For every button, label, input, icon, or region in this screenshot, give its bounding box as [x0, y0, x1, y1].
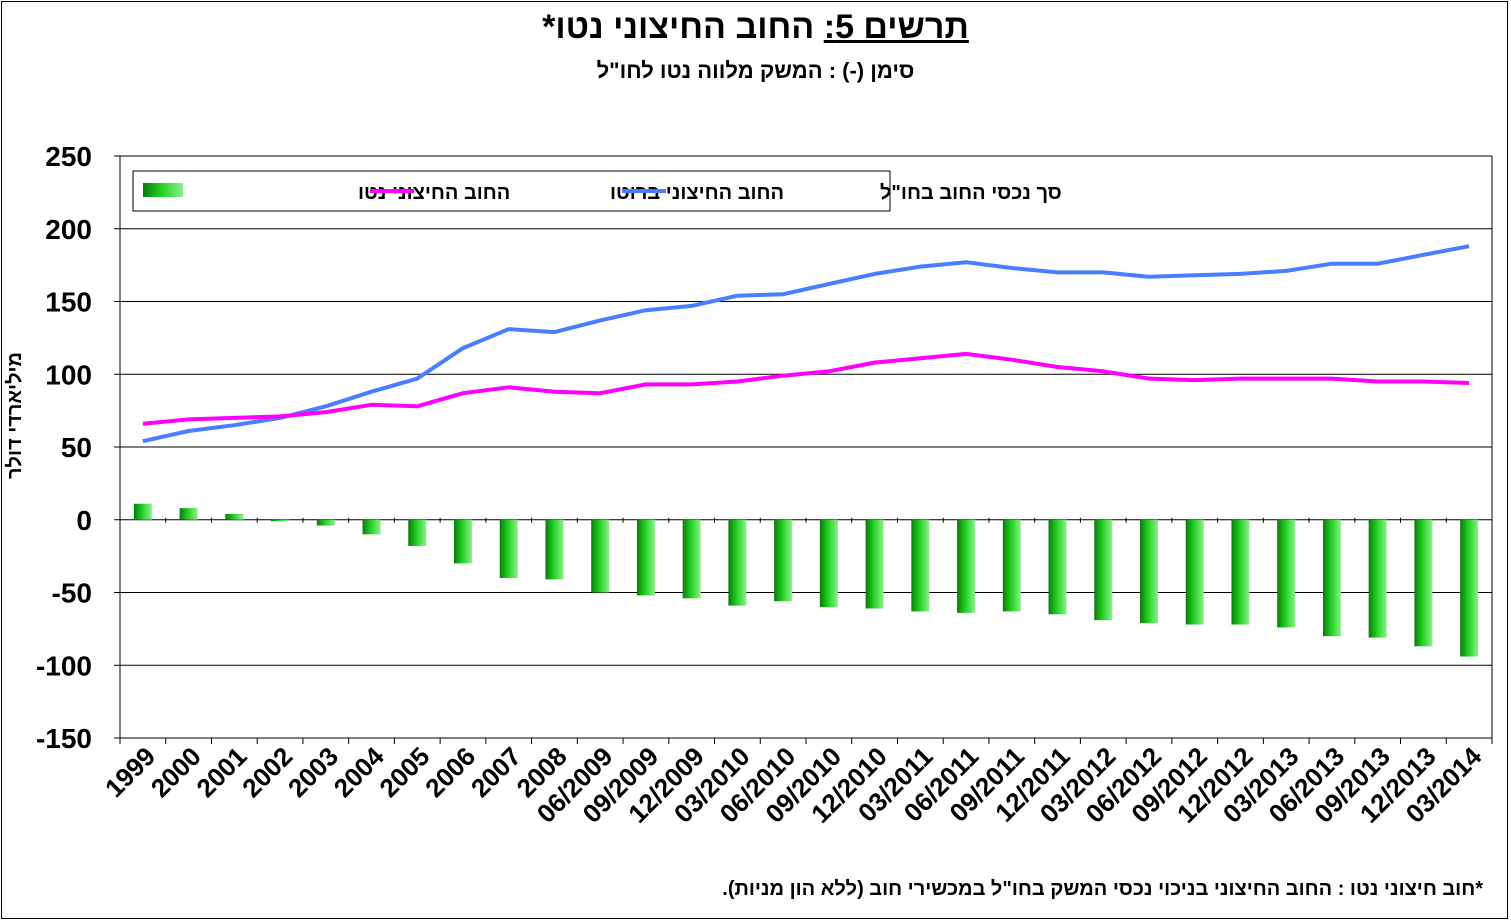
chart-title: תרשים 5: החוב החיצוני נטו*	[0, 8, 1511, 47]
bar-net-debt	[865, 519, 884, 609]
bar-net-debt	[1002, 519, 1021, 612]
x-tick-labels: 1999200020012002200320042005200620072008…	[99, 741, 1488, 829]
legend-label: החוב החיצוני ברוטו	[610, 182, 784, 204]
bar-net-debt	[499, 519, 518, 578]
bar-net-debt	[133, 503, 152, 520]
x-tick-label: 2001	[190, 741, 252, 803]
y-tick-label: -50	[52, 578, 92, 609]
x-tick-label: 2006	[419, 741, 481, 803]
series-lines	[142, 244, 1470, 444]
bar-net-debt	[362, 519, 381, 535]
bar-net-debt	[957, 519, 976, 613]
series-line-gross-debt	[142, 351, 1470, 426]
x-tick-label: 2003	[282, 741, 344, 803]
legend-label: החוב החיצוני נטו	[358, 182, 510, 204]
y-tick-label: 200	[45, 214, 92, 245]
y-tick-label: 100	[45, 359, 92, 390]
net-debt-bars	[133, 503, 1479, 657]
bar-net-debt	[636, 519, 655, 596]
bar-net-debt	[545, 519, 564, 580]
bar-net-debt	[774, 519, 793, 602]
y-tick-label: 250	[45, 141, 92, 172]
y-tick-label: 50	[61, 432, 92, 463]
legend-label: סך נכסי החוב בחו"ל	[880, 182, 1062, 204]
y-tick-label: -150	[36, 723, 92, 754]
bar-net-debt	[1460, 519, 1479, 657]
grid-lines	[119, 155, 1493, 744]
y-tick-label: 0	[76, 505, 92, 536]
bar-net-debt	[179, 508, 198, 520]
x-tick-label: 2004	[328, 741, 390, 803]
x-tick-label: 2002	[236, 741, 298, 803]
bar-net-debt	[728, 519, 747, 606]
bar-net-debt	[682, 519, 701, 599]
series-line-assets	[142, 244, 1470, 444]
bar-net-debt	[819, 519, 838, 608]
bar-net-debt	[1048, 519, 1067, 615]
legend: החוב החיצוני נטו החוב החיצוני ברוטו סך נכס…	[132, 170, 1062, 212]
y-tick-labels: 250 200 150 100 50 0 -50 -100 -150	[36, 141, 120, 754]
bar-net-debt	[1231, 519, 1250, 625]
bar-net-debt	[1140, 519, 1158, 624]
x-tick-label: 2000	[145, 741, 207, 803]
bar-net-debt	[1277, 519, 1296, 628]
bar-net-debt	[1322, 519, 1341, 637]
bar-net-debt	[1368, 519, 1387, 638]
y-tick-label: -100	[36, 650, 92, 681]
bar-net-debt	[1185, 519, 1204, 625]
x-tick-label: 2005	[373, 741, 435, 803]
bar-net-debt	[1094, 519, 1113, 621]
bar-net-debt	[408, 519, 427, 546]
y-tick-label: 150	[45, 287, 92, 318]
chart-subtitle: סימן (-) : המשק מלווה נטו לחו"ל	[596, 58, 915, 83]
bar-net-debt	[225, 513, 244, 520]
bar-net-debt	[316, 519, 335, 526]
chart-title-text: החוב החיצוני נטו*	[542, 8, 815, 46]
x-tick-label: 1999	[99, 741, 161, 803]
bar-net-debt	[911, 519, 930, 612]
chart-title-prefix: תרשים 5:	[823, 8, 969, 46]
bar-net-debt	[1414, 519, 1433, 647]
legend-box	[132, 170, 891, 212]
bar-net-debt	[454, 519, 472, 564]
bar-net-debt	[591, 519, 610, 593]
legend-swatch-net-debt	[143, 183, 183, 197]
footnote: *חוב חיצוני נטו : החוב החיצוני בניכוי נכ…	[722, 878, 1483, 900]
bar-net-debt	[271, 519, 290, 522]
x-tick-label: 2007	[465, 741, 527, 803]
